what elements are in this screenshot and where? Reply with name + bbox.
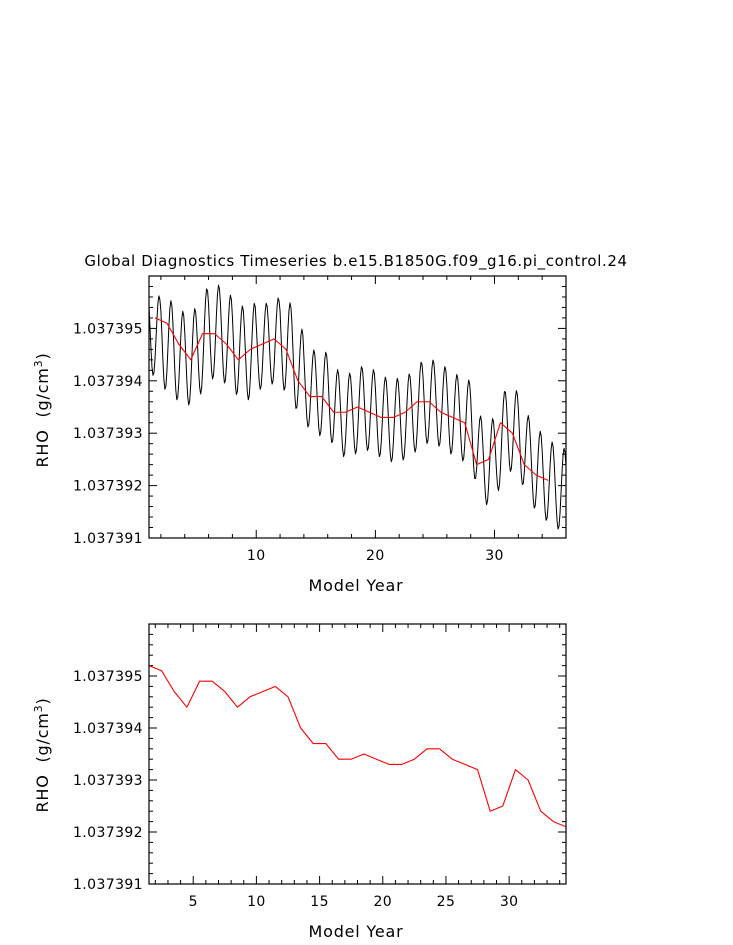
y-tick-label: 1.037392 <box>73 479 143 495</box>
y-axis-label-unit-close: ) <box>33 352 52 359</box>
x-axis-label: Model Year <box>309 576 404 595</box>
timeseries-panel-monthly: Global Diagnostics Timeseries b.e15.B185… <box>32 252 627 595</box>
timeseries-panel-annual: 5 10 15 20 25 30 1.0373911.0373921.0373931.03… <box>32 623 567 941</box>
x-tick-labels: 5 10 15 20 25 30 <box>189 894 519 910</box>
y-axis-label-unit-superscript: 3 <box>32 360 45 368</box>
x-tick-label: 5 <box>189 894 198 910</box>
axis-ticks <box>149 623 566 885</box>
x-tick-label: 10 <box>247 548 266 564</box>
series-group <box>149 665 566 828</box>
x-tick-label: 10 <box>247 894 266 910</box>
y-tick-label: 1.037391 <box>73 877 143 893</box>
y-tick-labels: 1.037391 1.037392 1.037393 1.037394 1.037395 <box>73 321 143 547</box>
x-tick-labels: 10 20 30 <box>247 548 504 564</box>
plot-frame <box>148 275 567 539</box>
plot-area <box>149 284 566 530</box>
y-tick-label: 1.037394 <box>73 721 143 737</box>
y-axis-label-unit-close: ) <box>33 697 52 704</box>
y-tick-label: 1.037395 <box>73 669 143 685</box>
y-axis-label-unit: (g/cm <box>33 367 52 417</box>
y-tick-labels: 1.037391 1.037392 1.037393 1.037394 1.037395 <box>73 669 143 893</box>
y-axis-label-unit: (g/cm <box>33 712 52 762</box>
y-axis-label: RHO (g/cm3) <box>32 697 52 812</box>
y-tick-label: 1.037393 <box>73 773 143 789</box>
series-line-annual-mean <box>149 665 566 828</box>
x-tick-label: 20 <box>373 894 392 910</box>
y-tick-label: 1.037392 <box>73 825 143 841</box>
y-axis-label-quantity: RHO <box>33 774 52 812</box>
x-tick-label: 15 <box>310 894 329 910</box>
y-axis-label-unit-superscript: 3 <box>32 705 45 713</box>
series-line-monthly <box>149 284 566 530</box>
series-line-annual-mean <box>154 317 549 481</box>
series-group <box>149 284 566 530</box>
y-axis-label: RHO (g/cm3) <box>32 352 52 467</box>
x-tick-label: 25 <box>437 894 456 910</box>
y-tick-label: 1.037391 <box>73 531 143 547</box>
plot-frame <box>148 623 567 885</box>
y-tick-label: 1.037395 <box>73 321 143 337</box>
y-axis-label-quantity: RHO <box>33 429 52 467</box>
x-tick-label: 20 <box>366 548 385 564</box>
y-tick-label: 1.037394 <box>73 374 143 390</box>
chart-title: Global Diagnostics Timeseries b.e15.B185… <box>84 252 627 271</box>
y-tick-label: 1.037393 <box>73 426 143 442</box>
axis-ticks <box>149 275 567 539</box>
plot-area <box>149 665 566 828</box>
x-axis-label: Model Year <box>309 922 404 941</box>
x-tick-label: 30 <box>485 548 504 564</box>
x-tick-label: 30 <box>500 894 519 910</box>
